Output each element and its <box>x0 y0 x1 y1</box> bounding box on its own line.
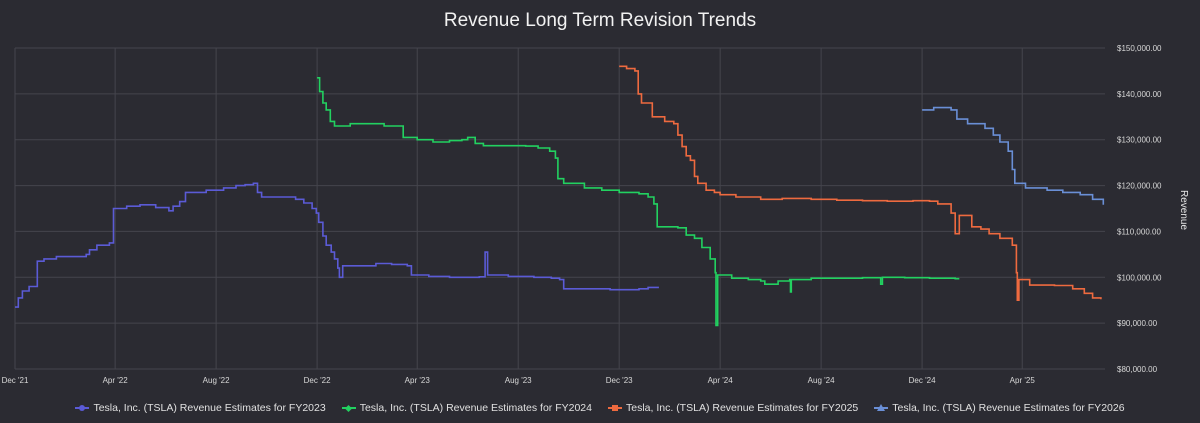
x-tick-label: Apr '23 <box>405 376 431 385</box>
line-chart: Dec '21 Apr '22 Aug '22 Dec '22 Apr '23 Aug '… <box>2 44 1189 385</box>
legend-item-4[interactable]: Tesla, Inc. (TSLA) Revenue Estimates for… <box>874 402 1125 414</box>
legend-item-3[interactable]: Tesla, Inc. (TSLA) Revenue Estimates for… <box>608 402 858 414</box>
y-tick-label: $80,000.00 <box>1117 365 1158 374</box>
series-line-2 <box>317 77 960 327</box>
grid <box>14 47 1105 370</box>
chart-legend: Tesla, Inc. (TSLA) Revenue Estimates for… <box>0 402 1200 414</box>
y-tick-label: $120,000.00 <box>1117 182 1162 191</box>
legend-label: Tesla, Inc. (TSLA) Revenue Estimates for… <box>93 402 326 414</box>
x-tick-label: Apr '24 <box>708 376 734 385</box>
x-tick-label: Dec '24 <box>909 376 936 385</box>
y-tick-label: $150,000.00 <box>1117 44 1162 53</box>
y-axis-ticks: $80,000.00 $90,000.00 $100,000.00 $110,000.… <box>1117 44 1162 374</box>
x-tick-label: Apr '25 <box>1010 376 1036 385</box>
y-axis-label: Revenue <box>1178 190 1189 230</box>
series-line-1 <box>15 182 659 308</box>
y-tick-label: $110,000.00 <box>1117 227 1161 236</box>
legend-label: Tesla, Inc. (TSLA) Revenue Estimates for… <box>892 402 1125 414</box>
series-line-3 <box>619 65 1102 301</box>
x-tick-label: Aug '23 <box>505 376 532 385</box>
circle-marker-icon <box>75 403 90 413</box>
legend-label: Tesla, Inc. (TSLA) Revenue Estimates for… <box>359 402 592 414</box>
y-tick-label: $90,000.00 <box>1117 319 1158 328</box>
x-tick-label: Aug '24 <box>808 376 835 385</box>
x-tick-label: Apr '22 <box>103 376 129 385</box>
legend-item-1[interactable]: Tesla, Inc. (TSLA) Revenue Estimates for… <box>75 402 326 414</box>
x-axis-ticks: Dec '21 Apr '22 Aug '22 Dec '22 Apr '23 Aug '… <box>2 376 1036 385</box>
triangle-marker-icon <box>874 403 889 413</box>
series-lines <box>15 65 1105 327</box>
x-tick-label: Dec '21 <box>2 376 29 385</box>
x-tick-label: Aug '22 <box>203 376 230 385</box>
legend-item-2[interactable]: Tesla, Inc. (TSLA) Revenue Estimates for… <box>341 402 592 414</box>
y-tick-label: $100,000.00 <box>1117 273 1162 282</box>
chart-title: Revenue Long Term Revision Trends <box>443 10 757 31</box>
y-tick-label: $130,000.00 <box>1117 136 1162 145</box>
x-tick-label: Dec '23 <box>606 376 633 385</box>
legend-label: Tesla, Inc. (TSLA) Revenue Estimates for… <box>626 402 859 414</box>
diamond-marker-icon <box>341 403 356 413</box>
square-marker-icon <box>608 403 622 413</box>
series-line-4 <box>922 106 1105 205</box>
x-tick-label: Dec '22 <box>304 376 331 385</box>
y-tick-label: $140,000.00 <box>1117 90 1162 99</box>
